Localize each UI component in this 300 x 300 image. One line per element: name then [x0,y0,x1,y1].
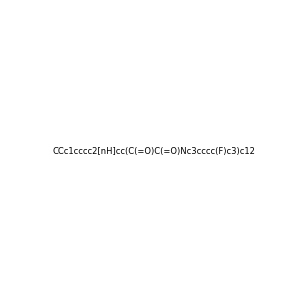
Text: CCc1cccc2[nH]cc(C(=O)C(=O)Nc3cccc(F)c3)c12: CCc1cccc2[nH]cc(C(=O)C(=O)Nc3cccc(F)c3)c… [52,147,255,156]
